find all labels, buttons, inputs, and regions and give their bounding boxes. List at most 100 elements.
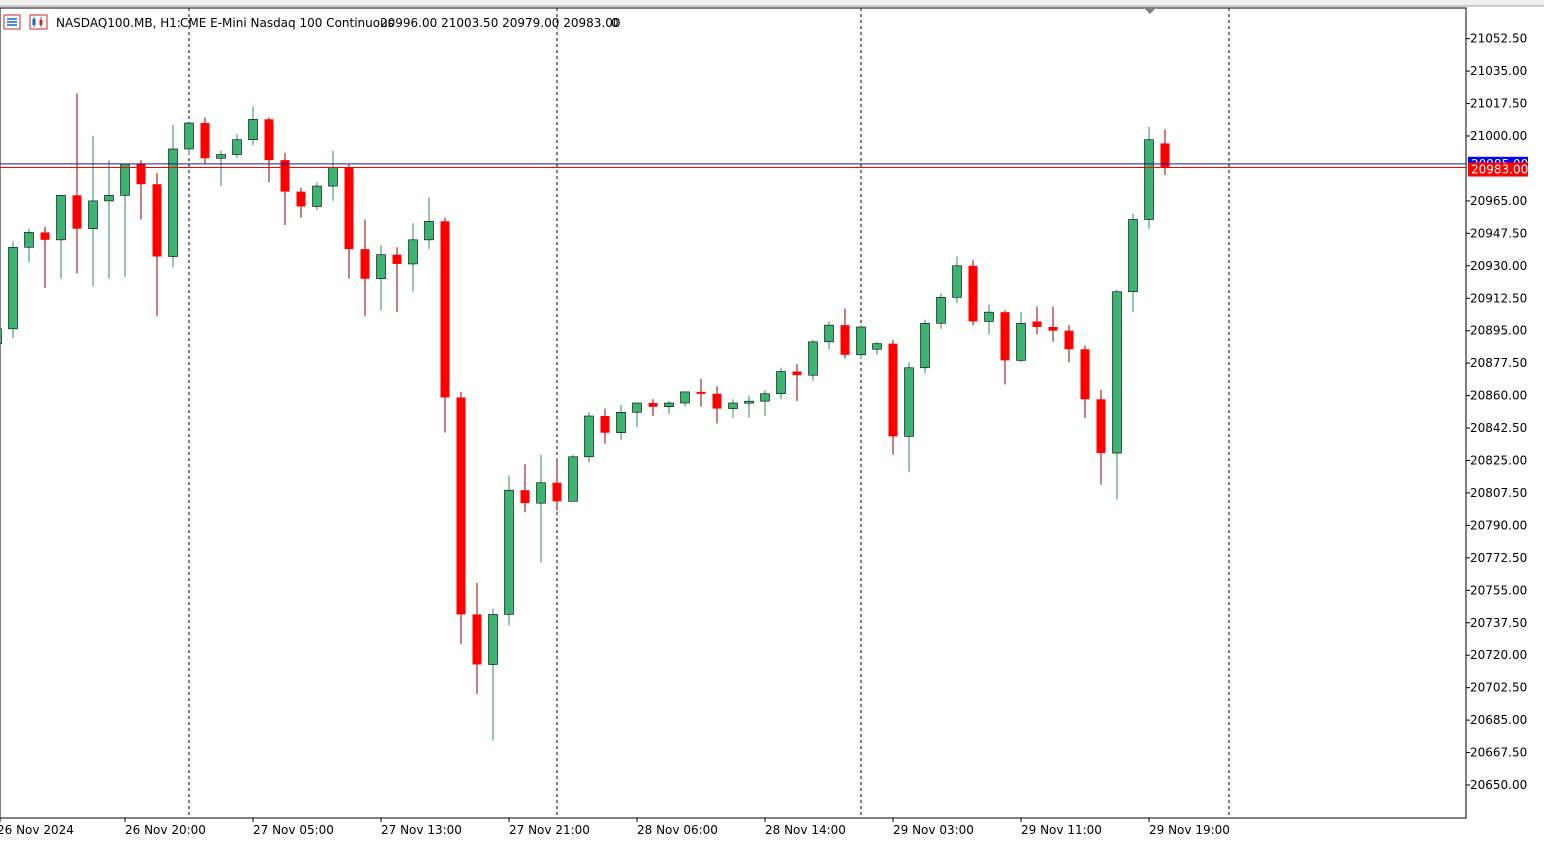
candle (264, 117, 274, 183)
candle-body-bear (392, 254, 402, 264)
candle-body-bear (472, 614, 482, 665)
candle (1080, 345, 1090, 418)
toolbar-strip (0, 0, 1544, 6)
candle (248, 106, 258, 146)
candle (952, 256, 962, 303)
price-tick-label: 20965.00 (1470, 194, 1527, 208)
candle (440, 217, 450, 433)
candle (584, 412, 594, 463)
candle-body-bear (152, 184, 162, 257)
candles (0, 93, 1170, 741)
candle-body-bull (216, 154, 226, 159)
candle-body-bear (40, 232, 50, 240)
candle-body-bull (952, 265, 962, 298)
candle-body-bear (136, 163, 146, 185)
candle (648, 399, 658, 416)
time-tick-label: 29 Nov 03:00 (893, 823, 974, 837)
price-tick-label: 20877.50 (1470, 356, 1527, 370)
candle (1000, 310, 1010, 385)
candle (424, 197, 434, 250)
candle (392, 247, 402, 313)
candle-body-bull (8, 246, 18, 330)
candle-body-bull (184, 122, 194, 150)
candle (904, 362, 914, 472)
price-tick-label: 20895.00 (1470, 324, 1527, 338)
price-tick-label: 20650.00 (1470, 778, 1527, 792)
price-tick-label: 20860.00 (1470, 389, 1527, 403)
candle (88, 136, 98, 287)
price-tick-label: 20685.00 (1470, 713, 1527, 727)
price-tick-label: 20667.50 (1470, 746, 1527, 760)
candle (920, 319, 930, 374)
candle-body-bear (600, 415, 610, 433)
candle-body-bull (24, 232, 34, 248)
candle (1144, 126, 1154, 229)
candle-body-bear (1160, 143, 1170, 168)
candle-body-bull (0, 328, 2, 344)
candle-body-bear (72, 195, 82, 229)
chart-description: CME E-Mini Nasdaq 100 Continuous (180, 16, 394, 30)
price-tick-label: 20825.00 (1470, 454, 1527, 468)
candle (712, 386, 722, 424)
candle-body-bear (1096, 399, 1106, 454)
price-tick-label: 20947.50 (1470, 226, 1527, 240)
candle-body-bull (856, 326, 866, 356)
candle (536, 454, 546, 563)
candle-body-bear (1080, 349, 1090, 400)
price-tick-label: 20807.50 (1470, 486, 1527, 500)
candle (408, 223, 418, 292)
time-axis[interactable]: 26 Nov 2024 26 Nov 20:00 27 Nov 05:00 27 No… (0, 818, 1230, 837)
candle (1096, 390, 1106, 485)
chart-symbol: NASDAQ100.MB, H1: (56, 16, 181, 30)
candle-body-bear (456, 397, 466, 615)
plot-area[interactable] (0, 7, 1467, 819)
candle (792, 364, 802, 402)
one-click-trading-icon[interactable] (3, 14, 21, 30)
candle-body-bull (488, 614, 498, 665)
candle-body-bear (440, 221, 450, 398)
candle-body-bear (1048, 326, 1058, 331)
candle-body-bear (712, 393, 722, 409)
time-tick-label: 29 Nov 11:00 (1021, 823, 1102, 837)
candle (360, 219, 370, 316)
candle-body-bear (1000, 312, 1010, 361)
candle (8, 241, 18, 339)
chart-shift-marker-icon[interactable] (1144, 8, 1156, 14)
price-tick-label: 21035.00 (1470, 64, 1527, 78)
candle-body-bull (920, 322, 930, 369)
candle-body-bear (280, 160, 290, 192)
chart-properties-icon[interactable] (29, 14, 48, 30)
candle (824, 321, 834, 350)
candle-body-bull (808, 341, 818, 376)
candle (56, 195, 66, 279)
candle (72, 93, 82, 274)
candle (1032, 306, 1042, 335)
candle-body-bull (824, 324, 834, 343)
candle (504, 475, 514, 626)
price-axis[interactable]: 21052.50 21035.00 21017.50 21000.00 20965.00… (1466, 32, 1528, 792)
candle (552, 458, 562, 511)
candle-body-bear (696, 391, 706, 394)
candle-body-bull (248, 119, 258, 141)
candle-body-bull (168, 148, 178, 257)
bid-price-badge (1468, 162, 1528, 177)
candle-body-bear (552, 482, 562, 502)
time-tick-label: 28 Nov 14:00 (765, 823, 846, 837)
price-tick-label: 21017.50 (1470, 97, 1527, 111)
candle-body-bull (616, 411, 626, 433)
candle (344, 163, 354, 279)
candle-body-bull (872, 343, 882, 350)
candle-body-bull (1016, 322, 1026, 361)
candle (936, 293, 946, 329)
candle (24, 228, 34, 263)
candle (728, 399, 738, 418)
candle (776, 367, 786, 400)
price-tick-label: 20912.50 (1470, 291, 1527, 305)
candle (600, 408, 610, 444)
candle (200, 117, 210, 164)
candle-body-bear (840, 325, 850, 355)
candle (40, 226, 50, 289)
price-tick-label: 20720.00 (1470, 648, 1527, 662)
candle-body-bear (200, 123, 210, 159)
